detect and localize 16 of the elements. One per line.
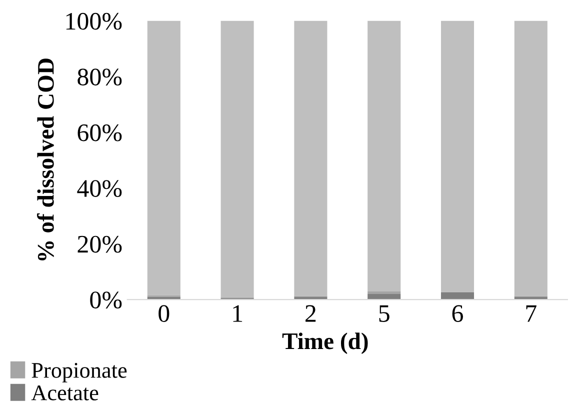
x-tick-label: 2 xyxy=(306,305,316,322)
x-tick-label: 5 xyxy=(379,305,390,322)
x-tick-label: 0 xyxy=(158,305,170,322)
y-tick-label: 40% xyxy=(77,180,122,198)
y-tick-label: 100% xyxy=(66,12,122,30)
legend-label: Propionate xyxy=(32,362,127,382)
y-tick-label: 80% xyxy=(78,68,122,86)
y-axis-title: % of dissolved COD xyxy=(36,58,54,260)
x-tick-label: 6 xyxy=(452,305,464,322)
y-tick-label: 20% xyxy=(78,236,122,253)
y-tick-label: 0% xyxy=(90,292,122,309)
legend-label: Acetate xyxy=(31,385,98,400)
y-tick-label: 60% xyxy=(78,124,122,142)
x-tick-label: 1 xyxy=(233,305,242,322)
x-tick-label: 7 xyxy=(526,305,536,322)
x-axis-title: Time (d) xyxy=(282,332,368,354)
